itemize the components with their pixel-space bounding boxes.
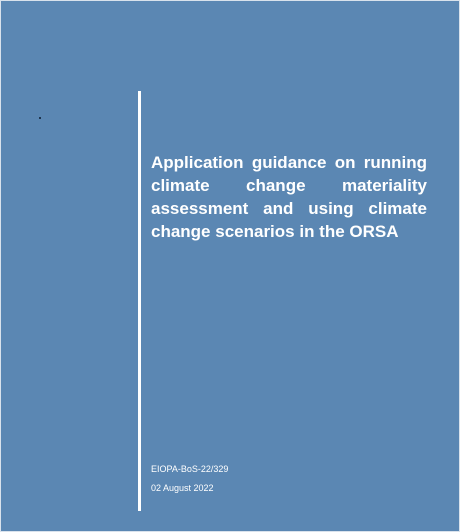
date: 02 August 2022 (151, 483, 214, 493)
dot (39, 117, 41, 119)
vertical-rule (138, 91, 141, 511)
title-line: climate change materiality (151, 176, 427, 195)
title-line: change scenarios in the ORSA (151, 222, 399, 241)
reference: EIOPA-BoS-22/329 (151, 464, 229, 474)
cover-title: Application guidance on running climate c… (151, 151, 427, 243)
title-line: Application guidance on running (151, 153, 427, 172)
cover-meta: EIOPA-BoS-22/329 02 August 2022 (151, 460, 228, 498)
title-line: assessment and using climate (151, 199, 427, 218)
